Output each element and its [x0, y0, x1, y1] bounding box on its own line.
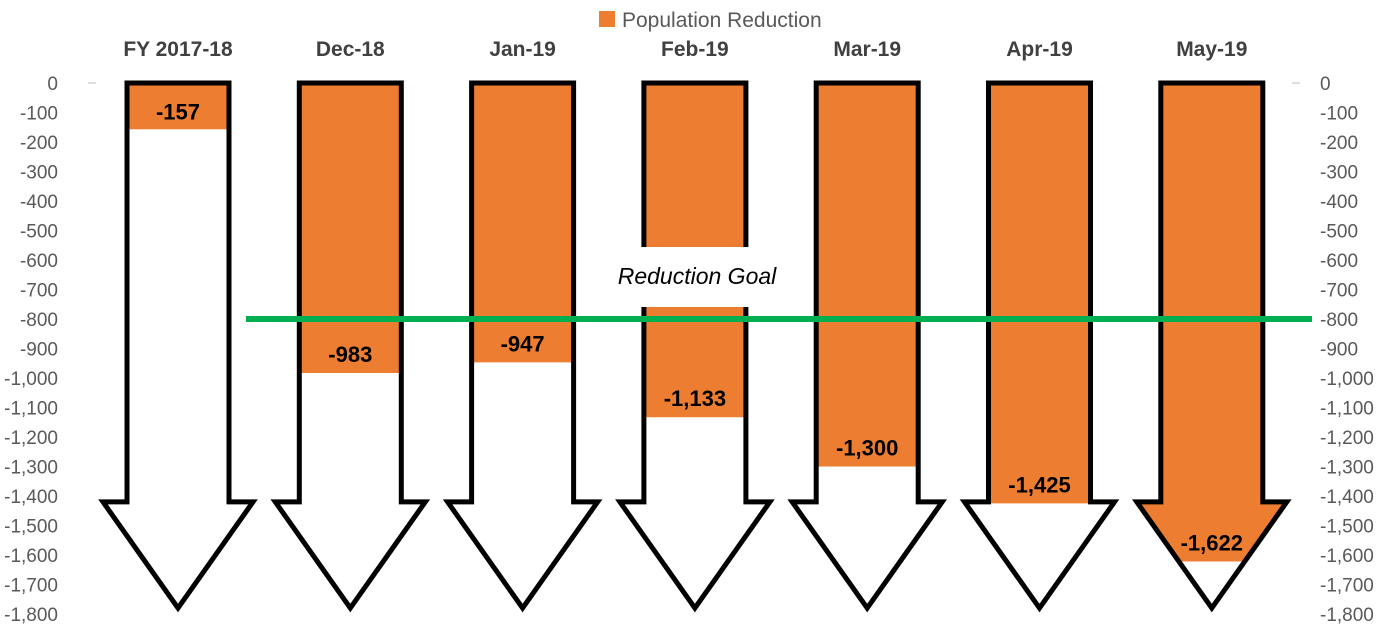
y-tick-left: -1,200 — [4, 428, 58, 449]
y-tick-left: -1,500 — [4, 517, 58, 538]
data-label: -157 — [156, 99, 200, 124]
bar-fill — [792, 83, 943, 467]
y-tick-right: -700 — [1320, 281, 1358, 302]
y-tick-right: -1,400 — [1320, 487, 1374, 508]
arrow-outline — [959, 80, 1120, 613]
arrow-outline — [442, 80, 603, 613]
y-tick-left: -500 — [20, 222, 58, 243]
y-tick-left: -300 — [20, 163, 58, 184]
y-tick-right: -1,300 — [1320, 458, 1374, 479]
y-tick-left: -700 — [20, 281, 58, 302]
arrow-outline — [615, 80, 775, 613]
y-tick-left: -1,300 — [4, 458, 58, 479]
category-label: Mar-19 — [833, 38, 901, 61]
category-labels: FY 2017-18 Dec-18 Jan-19 Feb-19 Mar-19 Apr-19… — [123, 38, 1247, 61]
arrow-bar: -1,133 — [615, 80, 775, 613]
data-label: -1,300 — [836, 436, 898, 461]
y-tick-right: -200 — [1320, 133, 1358, 154]
goal-label-box — [598, 247, 796, 307]
y-tick-left: -1,100 — [4, 399, 58, 420]
y-tick-right: -100 — [1320, 104, 1358, 125]
goal-group: Reduction Goal — [246, 247, 1312, 322]
y-tick-left: -200 — [20, 133, 58, 154]
bar-fill — [964, 83, 1115, 504]
bar-fill — [1136, 83, 1287, 562]
y-tick-right: -300 — [1320, 163, 1358, 184]
y-tick-left: -400 — [20, 192, 58, 213]
category-label: FY 2017-18 — [123, 38, 233, 61]
y-tick-left: -1,700 — [4, 576, 58, 597]
data-label: -1,133 — [664, 386, 726, 411]
arrow-bars: -157 -983 -947 -1,133 -1,300 -1,425 -1,622 — [98, 80, 1292, 613]
y-tick-left: -600 — [20, 251, 58, 272]
legend: Population Reduction — [599, 9, 822, 32]
y-tick-left: -1,800 — [4, 605, 58, 626]
arrow-bar: -947 — [442, 80, 603, 613]
category-label: Apr-19 — [1006, 38, 1073, 61]
category-label: Jan-19 — [489, 38, 556, 61]
y-tick-left: -1,000 — [4, 369, 58, 390]
y-tick-right: -800 — [1320, 310, 1358, 331]
arrow-bar: -1,622 — [1131, 80, 1292, 613]
arrow-bar: -983 — [270, 80, 431, 613]
y-tick-right: -1,100 — [1320, 399, 1374, 420]
y-tick-right: -400 — [1320, 192, 1358, 213]
bar-fill — [275, 83, 426, 373]
category-label: Feb-19 — [661, 38, 729, 61]
data-label: -983 — [328, 342, 372, 367]
y-tick-right: -1,500 — [1320, 517, 1374, 538]
arrow-bar: -1,300 — [787, 80, 948, 613]
y-tick-right: -600 — [1320, 251, 1358, 272]
category-label: May-19 — [1176, 38, 1247, 61]
category-label: Dec-18 — [316, 38, 385, 61]
arrow-bar: -1,425 — [959, 80, 1120, 613]
arrow-outline — [1131, 80, 1292, 613]
data-label: -1,622 — [1181, 530, 1243, 555]
y-tick-left: -1,400 — [4, 487, 58, 508]
arrow-bar: -157 — [98, 80, 258, 613]
y-axis-right: 0 -100 -200 -300 -400 -500 -600 -700 -800 -900 -1,… — [1292, 74, 1374, 626]
y-tick-left: -100 — [20, 104, 58, 125]
goal-label: Reduction Goal — [618, 263, 777, 289]
y-tick-right: -1,600 — [1320, 546, 1374, 567]
y-tick-left: -800 — [20, 310, 58, 331]
legend-swatch — [599, 11, 615, 27]
arrow-outline — [270, 80, 431, 613]
y-tick-left: -1,600 — [4, 546, 58, 567]
legend-label: Population Reduction — [622, 9, 822, 32]
y-axis-left: 0 -100 -200 -300 -400 -500 -600 -700 -800 -900 -1,… — [4, 74, 96, 626]
arrow-background — [103, 83, 253, 609]
data-label: -1,425 — [1008, 472, 1070, 497]
y-tick-right: -1,000 — [1320, 369, 1374, 390]
data-label: -947 — [501, 331, 545, 356]
y-tick-right: -1,800 — [1320, 605, 1374, 626]
y-tick-left: -900 — [20, 340, 58, 361]
arrow-outline — [98, 80, 258, 613]
y-tick-left: 0 — [47, 74, 58, 95]
arrow-outline — [787, 80, 948, 613]
y-tick-right: -500 — [1320, 222, 1358, 243]
y-tick-right: -1,200 — [1320, 428, 1374, 449]
y-tick-right: -900 — [1320, 340, 1358, 361]
y-tick-right: -1,700 — [1320, 576, 1374, 597]
y-tick-right: 0 — [1320, 74, 1331, 95]
